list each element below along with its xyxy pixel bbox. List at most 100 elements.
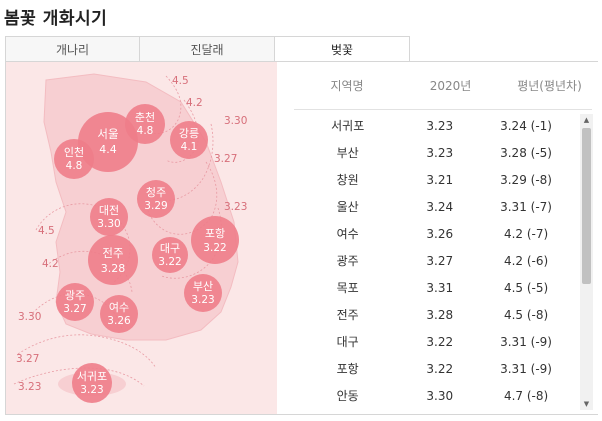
- cell-region: 창원: [336, 173, 359, 187]
- bloom-table: 지역명 2020년 평년(평년차) 서귀포 3.23 3.24 (-1) 부산 3.2…: [278, 62, 598, 414]
- city-date: 3.23: [191, 294, 214, 306]
- cell-average: 4.7 (-8): [503, 388, 549, 403]
- column-header-average: 평년(평년차): [517, 79, 582, 93]
- city-bubble-pohang[interactable]: 포항 3.22: [191, 216, 239, 264]
- cell-region: 전주: [336, 308, 359, 322]
- city-date: 3.28: [101, 262, 126, 275]
- cell-date: 3.28: [426, 307, 454, 322]
- bloom-map-svg: 4.5 4.2 3.30 3.27 3.23 4.5 4.2 3.30 3.27…: [13, 73, 247, 403]
- cell-average: 3.28 (-5): [500, 145, 552, 160]
- table-body: 서귀포 3.23 3.24 (-1) 부산 3.23 3.28 (-5) 창원 3.21 3…: [294, 112, 574, 408]
- city-name: 청주: [146, 186, 166, 199]
- cell-region: 광주: [336, 254, 359, 268]
- cell-average: 4.2 (-6): [503, 253, 549, 268]
- city-bubble-yeosu[interactable]: 여수 3.26: [100, 295, 138, 333]
- cell-average: 3.31 (-9): [500, 361, 552, 376]
- city-name: 포항: [205, 227, 225, 240]
- cell-region: 서귀포: [331, 119, 365, 133]
- cell-average: 4.5 (-5): [503, 280, 549, 295]
- flower-tabs: 개나리 진달래 벚꽃: [5, 36, 410, 62]
- cell-region: 울산: [336, 200, 359, 214]
- bloom-panel: 4.5 4.2 3.30 3.27 3.23 4.5 4.2 3.30 3.27…: [5, 61, 598, 415]
- cell-date: 3.23: [426, 118, 454, 133]
- table-row: 부산 3.23 3.28 (-5): [294, 139, 574, 166]
- city-name: 대전: [99, 204, 119, 217]
- table-row: 포항 3.22 3.31 (-9): [294, 355, 574, 382]
- city-date: 3.22: [203, 242, 226, 254]
- isoline-label: 4.5: [172, 75, 189, 87]
- tab-forsythia[interactable]: 개나리: [5, 36, 140, 62]
- city-name: 광주: [65, 289, 85, 302]
- city-bubble-seogwipo[interactable]: 서귀포 3.23: [72, 363, 112, 403]
- cell-date: 3.26: [426, 226, 454, 241]
- cell-average: 3.31 (-9): [500, 334, 552, 349]
- table-scrollbar[interactable]: ▲ ▼: [580, 114, 593, 410]
- cell-date: 3.31: [426, 280, 454, 295]
- cell-date: 3.30: [426, 388, 454, 403]
- table-row: 울산 3.24 3.31 (-7): [294, 193, 574, 220]
- tab-cherry-blossom[interactable]: 벚꽃: [275, 36, 410, 62]
- city-date: 4.1: [181, 141, 198, 153]
- city-date: 4.8: [66, 160, 83, 172]
- city-date: 4.8: [137, 125, 154, 137]
- isoline-label: 4.2: [186, 97, 203, 109]
- city-name: 전주: [102, 246, 123, 260]
- city-name: 서울: [97, 127, 118, 141]
- column-header-region: 지역명: [330, 79, 364, 93]
- city-bubbles: 서울 4.4 춘천 4.8 강릉 4.1 인천 4.8: [54, 104, 239, 403]
- cell-region: 목포: [336, 281, 359, 295]
- city-bubble-chuncheon[interactable]: 춘천 4.8: [125, 104, 165, 144]
- table-row: 서귀포 3.23 3.24 (-1): [294, 112, 574, 139]
- cell-region: 부산: [336, 146, 359, 160]
- isoline-label: 3.27: [214, 153, 237, 165]
- table-row: 광주 3.27 4.2 (-6): [294, 247, 574, 274]
- table-row: 목포 3.31 4.5 (-5): [294, 274, 574, 301]
- table-row: 전주 3.28 4.5 (-8): [294, 301, 574, 328]
- city-bubble-daegu[interactable]: 대구 3.22: [152, 237, 188, 273]
- cell-date: 3.22: [426, 334, 454, 349]
- scroll-thumb[interactable]: [582, 128, 591, 284]
- city-bubble-cheongju[interactable]: 청주 3.29: [137, 180, 175, 218]
- city-date: 3.22: [158, 256, 181, 268]
- cell-region: 대구: [336, 335, 359, 349]
- cell-date: 3.21: [426, 172, 454, 187]
- city-date: 3.27: [63, 303, 86, 315]
- scroll-down-arrow-icon[interactable]: ▼: [583, 400, 590, 408]
- cell-date: 3.27: [426, 253, 454, 268]
- city-bubble-gwangju[interactable]: 광주 3.27: [56, 283, 94, 321]
- isoline-label: 3.23: [18, 381, 41, 393]
- city-name: 강릉: [179, 127, 199, 140]
- scroll-up-arrow-icon[interactable]: ▲: [583, 116, 590, 124]
- table-row: 대구 3.22 3.31 (-9): [294, 328, 574, 355]
- city-date: 3.29: [144, 200, 167, 212]
- cell-average: 3.24 (-1): [500, 118, 552, 133]
- table-row: 여수 3.26 4.2 (-7): [294, 220, 574, 247]
- city-name: 여수: [109, 301, 129, 314]
- cell-region: 포항: [336, 362, 359, 376]
- column-header-year: 2020년: [429, 79, 472, 93]
- isoline-label: 3.27: [16, 353, 39, 365]
- table-row: 안동 3.30 4.7 (-8): [294, 382, 574, 408]
- city-date: 3.23: [80, 384, 103, 396]
- city-name: 부산: [193, 280, 213, 293]
- isoline-label: 4.2: [42, 258, 59, 270]
- table-row: 창원 3.21 3.29 (-8): [294, 166, 574, 193]
- city-bubble-busan[interactable]: 부산 3.23: [184, 274, 222, 312]
- city-name: 춘천: [135, 110, 155, 124]
- city-date: 3.26: [107, 315, 131, 327]
- isoline-label: 3.30: [18, 311, 41, 323]
- city-bubble-jeonju[interactable]: 전주 3.28: [88, 235, 138, 285]
- cell-average: 4.2 (-7): [503, 226, 549, 241]
- city-bubble-daejeon[interactable]: 대전 3.30: [90, 198, 128, 236]
- tab-azalea[interactable]: 진달래: [140, 36, 275, 62]
- page-title: 봄꽃 개화시기: [4, 9, 108, 29]
- city-bubble-incheon[interactable]: 인천 4.8: [54, 139, 94, 179]
- city-bubble-gangneung[interactable]: 강릉 4.1: [170, 121, 208, 159]
- cell-average: 4.5 (-8): [503, 307, 549, 322]
- city-date: 3.30: [97, 218, 120, 230]
- cell-date: 3.23: [426, 145, 454, 160]
- cell-date: 3.22: [426, 361, 454, 376]
- city-name: 인천: [64, 145, 84, 159]
- city-name: 서귀포: [77, 370, 107, 383]
- isoline-label: 3.23: [224, 201, 247, 213]
